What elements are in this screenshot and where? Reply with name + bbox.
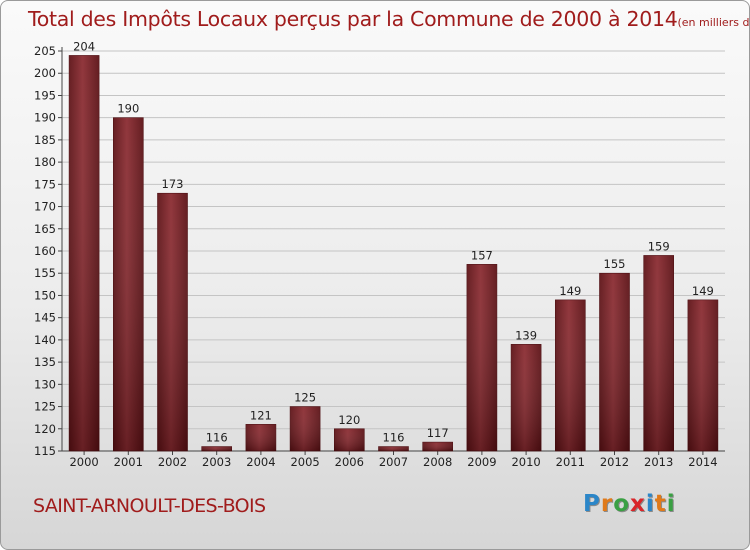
data-label: 116	[383, 431, 405, 445]
y-tick-label: 130	[34, 377, 56, 391]
y-tick-label: 145	[34, 311, 56, 325]
bar-group: 159	[643, 239, 675, 452]
y-tick-label: 180	[34, 155, 56, 169]
data-label: 149	[692, 284, 714, 298]
bar-group: 125	[289, 391, 321, 452]
x-tick-label: 2009	[467, 455, 496, 469]
bar-group: 173	[157, 177, 188, 452]
logo-letter: P	[583, 491, 601, 517]
y-tick-label: 165	[34, 222, 56, 236]
y-tick-label: 150	[34, 288, 56, 302]
bar-group: 190	[113, 102, 144, 452]
x-tick-label: 2004	[246, 455, 275, 469]
bar-group: 149	[687, 284, 719, 452]
bar-shade	[334, 428, 365, 451]
axis-layer: 115 120 125 130 135 140 145 150 155 160 165 170 175 1…	[34, 44, 725, 469]
y-tick-label: 170	[34, 200, 56, 214]
bar-shade	[643, 255, 674, 451]
bar-shade	[201, 446, 232, 451]
data-label: 121	[250, 408, 272, 422]
commune-name: SAINT-ARNOULT-DES-BOIS	[33, 495, 266, 517]
bar-shade	[69, 55, 100, 451]
data-label: 157	[471, 248, 493, 262]
y-tick-label: 195	[34, 88, 56, 102]
bar-group: 204	[68, 39, 100, 452]
chart-title-unit: (en milliers d'€)	[677, 16, 750, 29]
logo-letter: o	[613, 491, 631, 517]
y-tick-label: 140	[34, 333, 56, 347]
x-tick-label: 2002	[158, 455, 187, 469]
bar-group: 116	[201, 431, 232, 452]
y-tick-label: 200	[34, 66, 56, 80]
data-label: 149	[559, 284, 581, 298]
y-tick-label: 190	[34, 111, 56, 125]
bar-shade	[466, 264, 497, 451]
x-tick-label: 2012	[600, 455, 629, 469]
proxiti-logo: Proxiti	[583, 491, 676, 517]
logo-letter: r	[600, 491, 614, 517]
x-tick-label: 2014	[688, 455, 717, 469]
x-tick-label: 2008	[423, 455, 452, 469]
logo-letter: x	[630, 491, 646, 517]
logo-letter: t	[654, 491, 667, 517]
bar-group: 121	[245, 408, 277, 452]
chart-title: Total des Impôts Locaux perçus par la Co…	[28, 7, 750, 31]
data-label: 117	[427, 426, 449, 440]
x-tick-label: 2013	[644, 455, 673, 469]
bar-shade	[687, 299, 718, 451]
x-tick-label: 2000	[69, 455, 98, 469]
x-tick-label: 2011	[556, 455, 585, 469]
y-tick-label: 120	[34, 422, 56, 436]
bar-group: 117	[422, 426, 454, 452]
y-tick-label: 175	[34, 177, 56, 191]
data-label: 155	[604, 257, 626, 271]
data-label: 116	[206, 431, 228, 445]
x-tick-label: 2006	[335, 455, 364, 469]
data-label: 159	[648, 239, 670, 253]
bar-group: 139	[510, 328, 542, 452]
data-label: 120	[338, 413, 360, 427]
bar-group: 157	[466, 248, 498, 452]
bar-shade	[378, 446, 409, 451]
bar-shade	[511, 344, 542, 451]
bar-layer: 204 190 173 116 121 125 120 116 117 157 139 149 155 1…	[68, 39, 719, 452]
bar-group: 116	[378, 431, 409, 452]
x-tick-label: 2001	[114, 455, 143, 469]
data-label: 125	[294, 391, 316, 405]
bar-shade	[157, 193, 188, 451]
bar-group: 120	[333, 413, 365, 452]
data-label: 139	[515, 328, 537, 342]
y-tick-label: 135	[34, 355, 56, 369]
data-label: 190	[117, 102, 139, 116]
y-tick-label: 160	[34, 244, 56, 258]
y-tick-label: 185	[34, 133, 56, 147]
data-label: 204	[73, 39, 95, 53]
x-tick-label: 2010	[511, 455, 540, 469]
x-tick-label: 2005	[290, 455, 319, 469]
x-tick-label: 2007	[379, 455, 408, 469]
y-tick-label: 115	[34, 444, 56, 458]
bar-shade	[290, 406, 321, 451]
y-tick-label: 155	[34, 266, 56, 280]
bar-shade	[245, 424, 276, 451]
bar-group: 155	[599, 257, 630, 452]
logo-letter: i	[666, 491, 676, 517]
y-tick-label: 205	[34, 44, 56, 58]
y-tick-label: 125	[34, 400, 56, 414]
bar-shade	[599, 273, 630, 451]
bar-group: 149	[554, 284, 586, 452]
logo-letter: i	[645, 491, 655, 517]
bar-shade	[113, 117, 144, 452]
data-label: 173	[162, 177, 184, 191]
x-tick-label: 2003	[202, 455, 231, 469]
bar-shade	[555, 299, 586, 451]
bar-shade	[422, 442, 453, 451]
chart-title-text: Total des Impôts Locaux perçus par la Co…	[28, 7, 678, 31]
